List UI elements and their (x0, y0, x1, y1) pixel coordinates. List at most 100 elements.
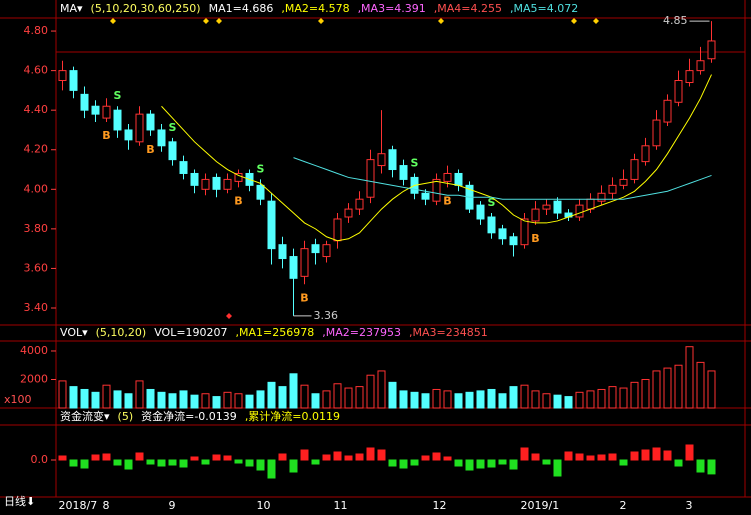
indicator-readout: ,MA2=237953 (322, 326, 401, 339)
candle-body (597, 192, 606, 202)
buy-signal: B (234, 194, 242, 207)
bar (465, 459, 474, 471)
bar (707, 370, 716, 409)
bar (91, 391, 100, 409)
candle-body (58, 70, 67, 82)
candle-body (355, 198, 364, 210)
bar (289, 373, 298, 409)
bar (410, 391, 419, 409)
candle-body (102, 105, 111, 119)
indicator-readout: ,MA1=256978 (236, 326, 315, 339)
candle-body (498, 228, 507, 240)
bar (674, 364, 683, 409)
candle-body (91, 105, 100, 115)
bar (520, 447, 529, 461)
x-tick-label: 12 (433, 499, 447, 512)
bar (388, 381, 397, 409)
bar (454, 393, 463, 409)
bar (212, 454, 221, 461)
bar (399, 390, 408, 409)
candle-body (652, 119, 661, 147)
indicator-params: (5,10,20,30,60,250) (91, 2, 201, 15)
y-tick-label: 0.0 (31, 453, 49, 466)
bar (586, 390, 595, 409)
bar (124, 459, 133, 470)
candle-body (608, 184, 617, 194)
indicator-params: (5) (118, 410, 134, 423)
candle-body (234, 172, 243, 182)
candle-body (575, 204, 584, 218)
bar (399, 459, 408, 469)
bar (311, 459, 320, 465)
candle-body (300, 248, 309, 277)
bar (663, 450, 672, 461)
bar (421, 393, 430, 409)
bar (168, 393, 177, 409)
bar (201, 459, 210, 465)
bar (498, 459, 507, 465)
bar (223, 391, 232, 409)
y-tick-label: 3.80 (24, 222, 49, 235)
y-tick-label: 4.80 (24, 24, 49, 37)
candle-body (190, 172, 199, 186)
x-tick-label: 2019/1 (521, 499, 560, 512)
bar (212, 396, 221, 409)
bar (641, 449, 650, 461)
bar (311, 393, 320, 409)
buy-signal: B (443, 194, 451, 207)
indicator-readout: ,MA5=4.072 (510, 2, 578, 15)
bar (234, 459, 243, 464)
candle-body (223, 178, 232, 190)
candle-body (113, 109, 122, 131)
bar (102, 384, 111, 409)
bar (190, 456, 199, 461)
candle-body (619, 178, 628, 186)
bar (278, 386, 287, 409)
bar (58, 455, 67, 461)
candle-body (278, 244, 287, 260)
period-label[interactable]: 日线⬇ (4, 494, 35, 508)
bar (652, 370, 661, 409)
bar (696, 361, 705, 409)
candle-body (256, 184, 265, 200)
bar (157, 391, 166, 409)
bar (509, 386, 518, 409)
bar (696, 459, 705, 473)
bar (410, 459, 419, 466)
bar (542, 393, 551, 409)
buy-signal: B (300, 291, 308, 304)
bar (69, 386, 78, 409)
candle-body (124, 129, 133, 141)
bar (355, 386, 364, 409)
y-tick-label: 3.60 (24, 261, 49, 274)
indicator-readout: VOL=190207 (154, 326, 227, 339)
bar (256, 390, 265, 409)
bar (707, 459, 716, 475)
bar (289, 459, 298, 473)
bar (608, 453, 617, 461)
bar (355, 453, 364, 461)
bar (344, 387, 353, 409)
bar (575, 391, 584, 409)
bar (135, 380, 144, 409)
bar (685, 444, 694, 461)
candle-body (509, 236, 518, 246)
sell-signal: S (169, 121, 177, 134)
bar (69, 459, 78, 467)
candle-body (366, 159, 375, 198)
buy-signal: B (102, 129, 110, 142)
bar (234, 393, 243, 409)
bar (102, 453, 111, 461)
buy-signal: B (146, 143, 154, 156)
indicator-readout: ,MA3=4.391 (358, 2, 426, 15)
candle-body (322, 244, 331, 258)
indicator-readout: ,累计净流=0.0119 (245, 409, 340, 423)
bar (432, 388, 441, 409)
bar (201, 393, 210, 409)
high-label: 4.85 (663, 14, 688, 27)
candle-body (663, 99, 672, 123)
candle-body (80, 93, 89, 111)
y-tick-label: 3.40 (24, 301, 49, 314)
candle-body (707, 40, 716, 60)
